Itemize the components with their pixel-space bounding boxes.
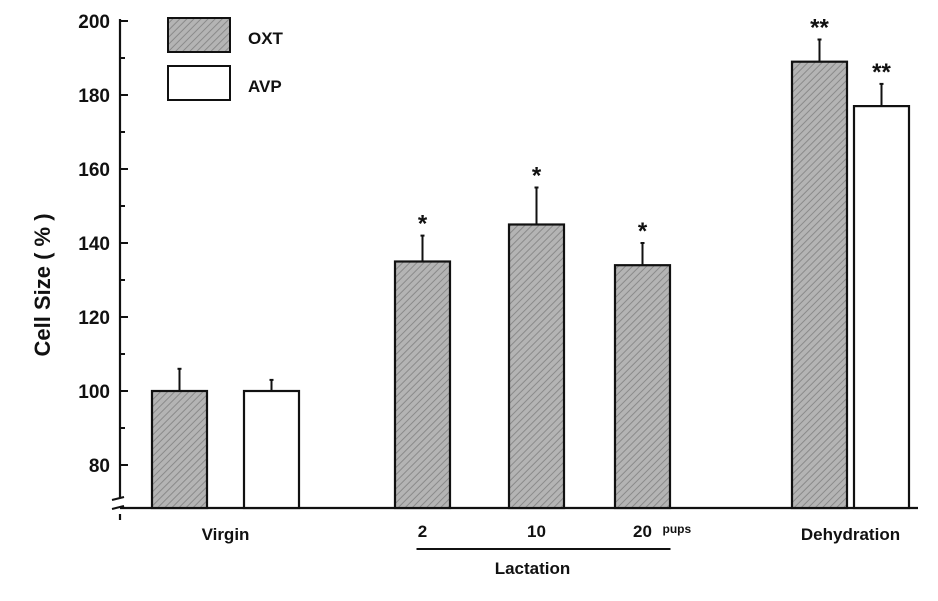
significance-marker: * (418, 211, 428, 238)
y-axis-break-mark (111, 505, 125, 510)
y-tick-label: 200 (78, 12, 110, 33)
significance-marker: ** (810, 15, 829, 42)
bar-oxt (507, 223, 566, 510)
lactation-sublabel: 20 (633, 522, 652, 541)
bar-oxt (613, 264, 672, 510)
y-tick-label: 160 (78, 160, 110, 181)
lactation-sublabel: 2 (418, 522, 427, 541)
y-tick-label: 120 (78, 308, 110, 329)
bar-oxt (790, 60, 849, 510)
significance-marker: * (532, 163, 542, 190)
legend-avp-label: AVP (248, 77, 282, 96)
category-labels: Virgin 2 10 20 pups Lactation Dehydration (202, 522, 901, 578)
y-tick-label: 180 (78, 86, 110, 107)
pups-unit-label: pups (663, 522, 692, 536)
bar-avp (242, 389, 301, 510)
y-axis-break-mark (111, 496, 125, 501)
legend-oxt-swatch (167, 17, 231, 53)
bar-avp (852, 104, 911, 510)
bar-oxt (393, 260, 452, 510)
group-label-virgin: Virgin (202, 525, 250, 544)
legend: OXT AVP (167, 17, 284, 101)
y-tick-label: 140 (78, 234, 110, 255)
significance-marker: * (638, 218, 648, 245)
y-tick-label: 100 (78, 382, 110, 403)
lactation-sublabel: 10 (527, 522, 546, 541)
legend-avp-swatch (167, 65, 231, 101)
bars: ******* (150, 15, 911, 510)
significance-marker: ** (872, 59, 891, 86)
y-tick-label: 80 (89, 456, 110, 477)
bar-oxt (150, 389, 209, 510)
y-axis-label: Cell Size ( % ) (30, 213, 55, 356)
group-label-lactation: Lactation (495, 559, 571, 578)
group-label-dehydration: Dehydration (801, 525, 900, 544)
legend-oxt-label: OXT (248, 29, 284, 48)
